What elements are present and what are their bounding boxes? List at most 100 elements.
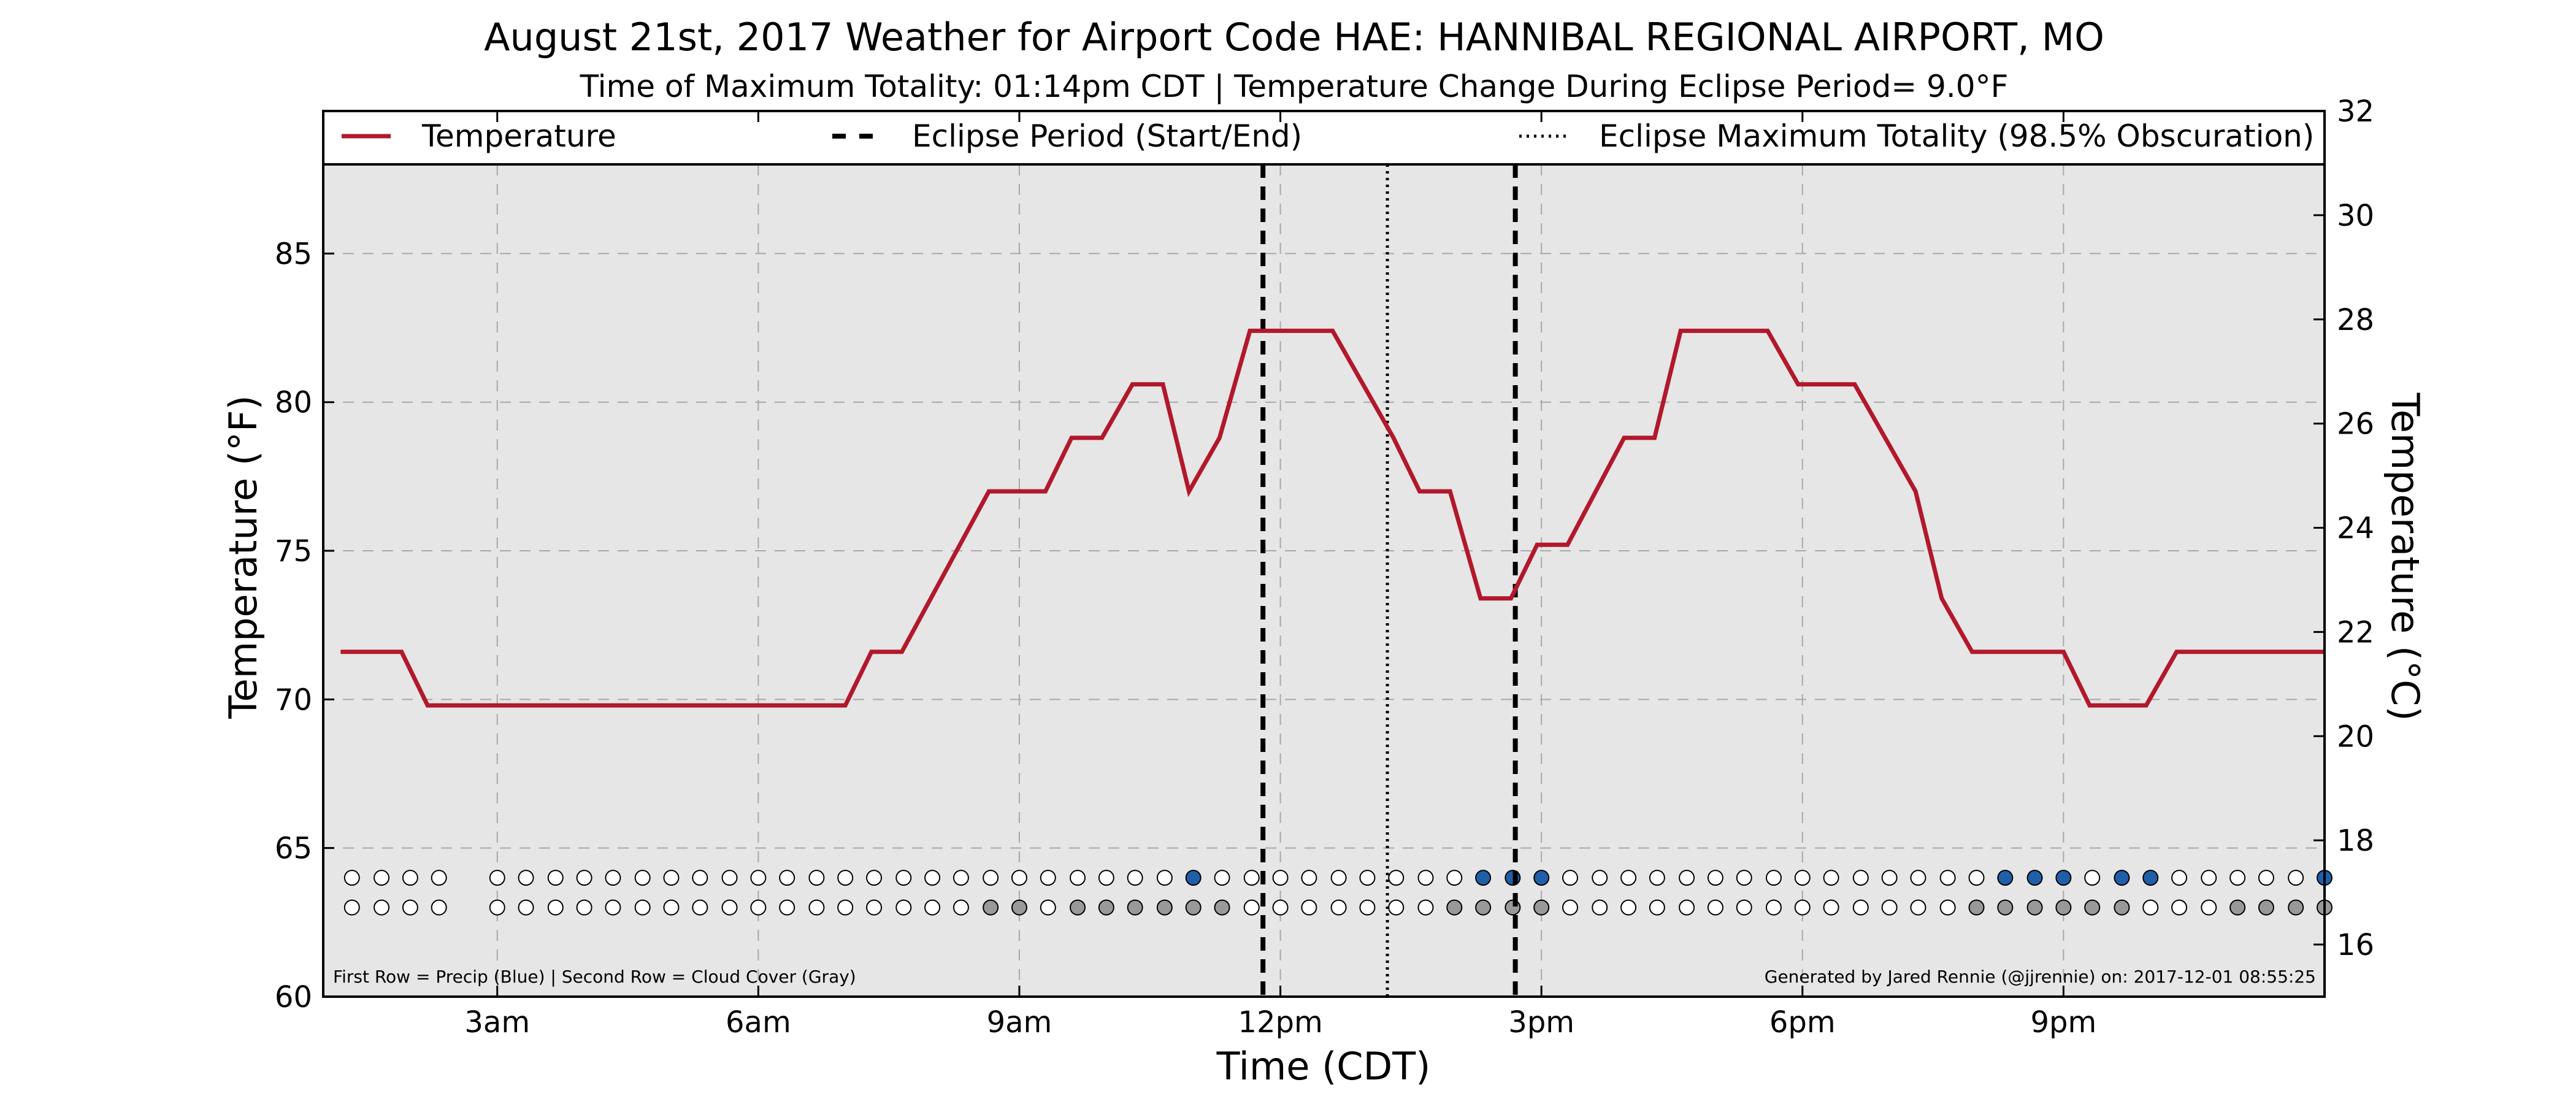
y-right-tick-label: 28 — [2337, 303, 2374, 337]
cloud-cover-marker — [1388, 899, 1405, 916]
observation-markers — [343, 870, 2333, 916]
cloud-cover-marker — [547, 899, 564, 916]
precip-marker — [1649, 870, 1665, 886]
cloud-cover-marker — [1214, 899, 1230, 916]
temperature-series — [340, 328, 2325, 708]
eclipse-lines — [1260, 164, 1518, 997]
plot-frame — [322, 110, 2326, 998]
cloud-cover-marker — [1852, 899, 1869, 916]
cloud-cover-marker — [837, 899, 854, 916]
y-right-tick-label: 24 — [2337, 512, 2374, 546]
y-right-tick-label: 18 — [2337, 824, 2374, 858]
cloud-cover-marker — [1156, 899, 1173, 916]
precip-marker — [605, 870, 621, 886]
legend-eclipse-period-label: Eclipse Period (Start/End) — [912, 118, 1302, 154]
precip-marker — [1446, 870, 1463, 886]
precip-marker — [750, 870, 767, 886]
cloud-cover-marker — [1446, 899, 1463, 916]
precip-marker — [1679, 870, 1695, 886]
cloud-cover-marker — [2258, 899, 2274, 916]
cloud-cover-marker — [1765, 899, 1782, 916]
precip-marker — [1997, 870, 2014, 886]
cloud-cover-marker — [2142, 899, 2159, 916]
precip-marker — [1823, 870, 1839, 886]
x-tick-label: 3am — [464, 1005, 530, 1040]
precip-marker — [924, 870, 941, 886]
precip-marker — [2084, 870, 2101, 886]
legend-temperature-label: Temperature — [421, 118, 616, 154]
cloud-cover-marker — [1301, 899, 1317, 916]
x-tick-label: 9pm — [2031, 1005, 2097, 1040]
cloud-cover-marker — [489, 899, 505, 916]
cloud-cover-marker — [1272, 899, 1289, 916]
cloud-cover-marker — [2171, 899, 2188, 916]
precip-marker — [1156, 870, 1173, 886]
precip-marker — [1533, 870, 1550, 886]
precip-marker — [2142, 870, 2159, 886]
precip-marker — [1359, 870, 1376, 886]
cloud-cover-marker — [1040, 899, 1056, 916]
cloud-cover-marker — [895, 899, 912, 916]
cloud-cover-marker — [983, 899, 999, 916]
cloud-cover-marker — [750, 899, 767, 916]
precip-marker — [1243, 870, 1260, 886]
precip-marker — [895, 870, 912, 886]
precip-marker — [1562, 870, 1578, 886]
precip-marker — [1301, 870, 1317, 886]
precip-marker — [374, 870, 390, 886]
x-tick-label: 6am — [726, 1005, 791, 1040]
precip-marker — [1881, 870, 1898, 886]
precip-marker — [953, 870, 969, 886]
cloud-cover-marker — [374, 899, 390, 916]
y-axis-left: 60 65 70 75 80 85 — [275, 237, 334, 1014]
precip-marker — [779, 870, 795, 886]
x-axis: 3am 6am 9am 12pm 3pm 6pm 9pm — [464, 111, 2096, 1040]
y-right-tick-label: 30 — [2337, 199, 2374, 233]
cloud-cover-marker — [1620, 899, 1637, 916]
legend-eclipse-max-label: Eclipse Maximum Totality (98.5% Obscurat… — [1599, 118, 2314, 154]
precip-marker — [1620, 870, 1637, 886]
precip-marker — [1939, 870, 1956, 886]
y-right-tick-label: 20 — [2337, 719, 2374, 754]
plot-area — [323, 164, 2325, 997]
cloud-cover-marker — [2084, 899, 2101, 916]
precip-marker — [1475, 870, 1492, 886]
cloud-cover-marker — [2288, 899, 2304, 916]
precip-marker — [2201, 870, 2217, 886]
cloud-cover-marker — [924, 899, 941, 916]
precip-marker — [2171, 870, 2188, 886]
cloud-cover-marker — [1533, 899, 1550, 916]
precip-marker — [2114, 870, 2130, 886]
cloud-cover-marker — [1823, 899, 1839, 916]
cloud-cover-marker — [1707, 899, 1723, 916]
cloud-cover-marker — [634, 899, 651, 916]
precip-marker — [634, 870, 651, 886]
cloud-cover-marker — [1736, 899, 1752, 916]
cloud-cover-marker — [953, 899, 969, 916]
cloud-cover-marker — [1794, 899, 1811, 916]
cloud-cover-marker — [866, 899, 883, 916]
y-axis-right: 16 18 20 22 24 26 28 30 32 — [2313, 94, 2374, 962]
cloud-cover-marker — [1881, 899, 1898, 916]
grid-lines — [323, 164, 2325, 997]
cloud-cover-marker — [1011, 899, 1027, 916]
cloud-cover-marker — [692, 899, 708, 916]
footnote-left: First Row = Precip (Blue) | Second Row =… — [333, 967, 856, 987]
cloud-cover-marker — [1475, 899, 1492, 916]
y-tick-label: 65 — [275, 832, 312, 866]
precip-marker — [1330, 870, 1347, 886]
precip-marker — [1070, 870, 1086, 886]
precip-marker — [431, 870, 447, 886]
cloud-cover-marker — [1330, 899, 1347, 916]
y-right-tick-label: 22 — [2337, 615, 2374, 650]
temperature-line — [340, 328, 2325, 708]
precip-marker — [692, 870, 708, 886]
cloud-cover-marker — [779, 899, 795, 916]
precip-marker — [489, 870, 505, 886]
cloud-cover-marker — [1997, 899, 2014, 916]
cloud-cover-marker — [1649, 899, 1665, 916]
cloud-cover-marker — [343, 899, 360, 916]
cloud-cover-marker — [1505, 899, 1521, 916]
precip-marker — [1910, 870, 1926, 886]
